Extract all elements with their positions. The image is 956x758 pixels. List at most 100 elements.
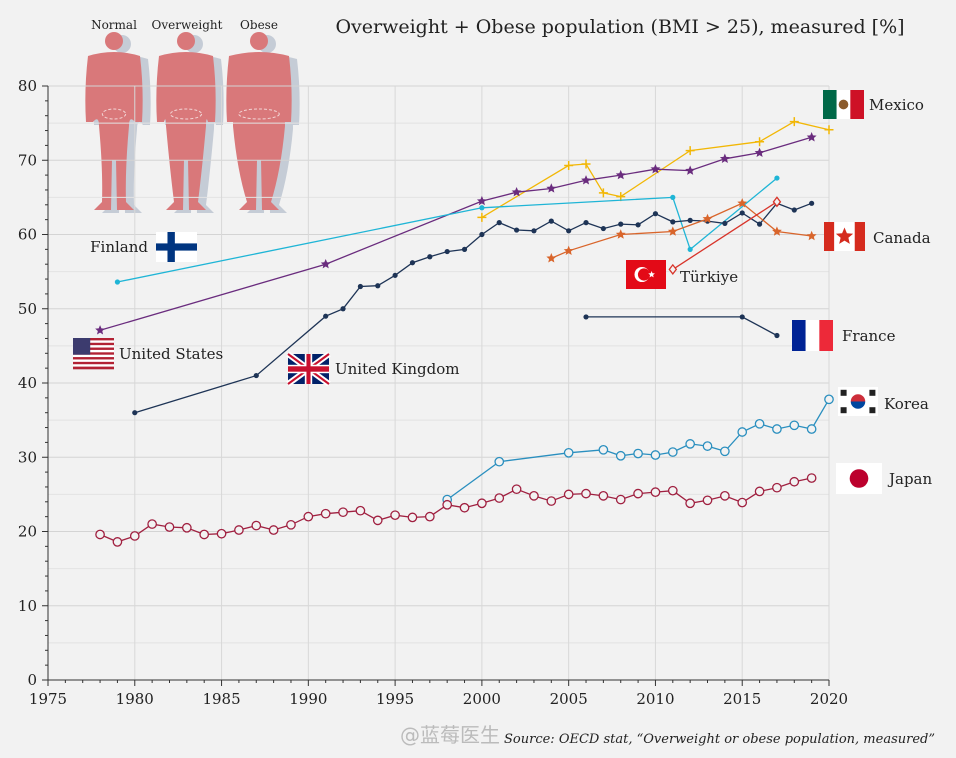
data-point-canada <box>546 253 557 263</box>
data-point-japan <box>424 511 435 522</box>
data-point-united-kingdom <box>583 220 589 226</box>
data-point-united-kingdom <box>323 313 329 319</box>
flag-finland-icon <box>156 232 197 262</box>
data-point-japan <box>320 508 331 519</box>
flag-mexico-icon <box>823 90 864 119</box>
country-label-turkey: Türkiye <box>626 260 738 289</box>
data-point-japan <box>633 488 643 499</box>
data-point-japan <box>615 494 626 505</box>
data-point-united-states <box>806 132 817 142</box>
x-tick-label: 1985 <box>202 690 240 708</box>
data-point-japan <box>546 496 557 506</box>
data-point-japan <box>702 495 713 506</box>
data-point-korea <box>685 439 696 449</box>
figure-normal <box>85 32 151 213</box>
country-label-usa: United States <box>73 338 223 370</box>
data-point-japan <box>390 510 400 521</box>
data-point-united-states <box>615 169 626 180</box>
data-point-canada <box>702 213 713 224</box>
data-point-japan <box>459 502 470 513</box>
source-note: Source: OECD stat, “Overweight or obese … <box>504 732 935 747</box>
data-point-mexico <box>685 146 695 156</box>
data-point-korea <box>806 424 817 434</box>
data-point-japan <box>338 507 348 518</box>
country-name-finland: Finland <box>90 238 148 256</box>
figure-label-normal: Normal <box>91 18 137 32</box>
data-point-korea <box>772 424 782 434</box>
data-point-korea <box>615 450 626 461</box>
series-turkiye <box>668 196 782 275</box>
figure-labels: Normal Overweight Obese <box>91 18 278 32</box>
data-point-japan <box>199 529 210 540</box>
data-point-united-states <box>511 186 522 197</box>
data-point-united-states <box>719 153 730 163</box>
series-line-canada <box>551 202 812 259</box>
y-tick-label: 60 <box>18 226 37 244</box>
data-point-united-kingdom <box>392 272 398 278</box>
y-tick-label: 70 <box>18 151 37 169</box>
data-point-korea <box>667 447 678 457</box>
data-point-canada <box>615 229 626 239</box>
country-name-usa: United States <box>119 345 223 363</box>
y-tick-label: 40 <box>18 374 37 392</box>
data-point-finland <box>687 246 693 252</box>
data-point-japan <box>511 484 522 495</box>
data-point-france <box>739 314 745 320</box>
data-point-mexico <box>581 159 591 169</box>
data-point-korea <box>737 427 748 437</box>
data-point-japan <box>650 487 661 497</box>
data-point-united-kingdom <box>479 231 485 238</box>
data-point-united-states <box>320 259 331 269</box>
x-tick-label: 2015 <box>723 690 761 708</box>
country-label-japan: Japan <box>836 463 933 494</box>
country-label-france: France <box>792 320 896 351</box>
data-point-united-kingdom <box>618 221 624 227</box>
data-point-united-kingdom <box>427 254 433 260</box>
data-point-japan <box>95 529 105 540</box>
series-mexico <box>477 117 834 222</box>
body-figures-illustration <box>85 32 300 213</box>
data-point-japan <box>181 522 192 533</box>
data-point-korea <box>633 448 643 459</box>
data-point-japan <box>477 498 487 509</box>
data-point-japan <box>147 519 157 529</box>
x-tick-label: 2010 <box>636 690 674 708</box>
x-tick-label: 1975 <box>29 690 67 708</box>
data-point-japan <box>581 488 591 499</box>
data-point-japan <box>251 520 262 531</box>
data-point-united-states <box>754 147 765 158</box>
data-point-united-kingdom <box>461 246 468 252</box>
data-point-united-kingdom <box>809 200 815 206</box>
flag-uk-icon <box>286 351 331 387</box>
watermark: @蓝莓医生 <box>400 723 500 747</box>
data-point-japan <box>372 515 383 526</box>
data-point-united-kingdom <box>132 410 138 416</box>
data-point-united-states <box>546 183 557 193</box>
country-name-turkey: Türkiye <box>680 268 738 286</box>
data-point-japan <box>494 493 505 503</box>
data-point-korea <box>824 394 834 405</box>
data-point-japan <box>303 511 314 522</box>
country-name-japan: Japan <box>887 470 933 488</box>
data-point-france <box>583 314 589 320</box>
x-tick-label: 2020 <box>810 690 848 708</box>
x-tick-label: 2000 <box>463 690 501 708</box>
data-point-united-kingdom <box>566 228 572 234</box>
x-tick-label: 1995 <box>376 690 414 708</box>
series-france <box>583 314 780 339</box>
flag-turkey-icon <box>626 260 666 289</box>
data-point-mexico <box>789 117 799 127</box>
data-point-united-kingdom <box>340 306 346 312</box>
data-point-united-states <box>650 163 661 174</box>
data-point-united-kingdom <box>548 218 554 224</box>
series-layer <box>95 117 834 547</box>
series-finland <box>114 175 780 285</box>
data-point-korea <box>754 418 765 429</box>
y-tick-label: 0 <box>27 671 37 689</box>
data-point-finland <box>670 194 676 200</box>
data-point-united-kingdom <box>514 227 520 233</box>
data-point-united-kingdom <box>600 225 606 232</box>
country-label-canada: Canada <box>824 222 931 251</box>
country-label-mexico: Mexico <box>823 90 924 119</box>
data-point-mexico <box>598 188 608 198</box>
